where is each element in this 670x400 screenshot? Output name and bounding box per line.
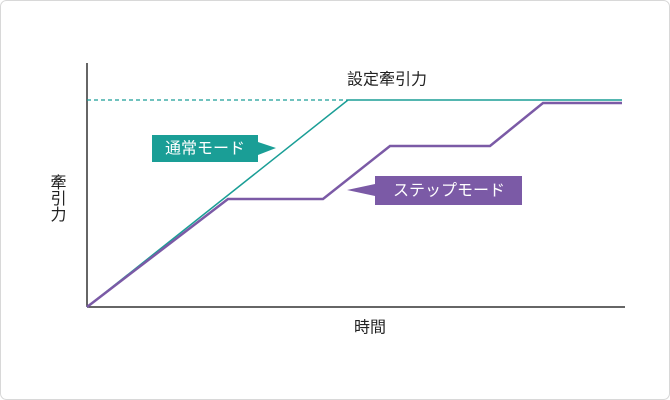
- x-axis-label: 時間: [354, 318, 386, 337]
- normal-callout-label: 通常モード: [165, 139, 245, 158]
- step-mode-line: [86, 101, 622, 308]
- y-axis-label: 牽引力: [48, 173, 67, 223]
- step-callout: [347, 176, 522, 205]
- target-label: 設定牽引力: [347, 70, 427, 89]
- normal-callout: [152, 135, 276, 162]
- step-callout-label: ステップモード: [393, 181, 505, 200]
- normal-mode-line: [86, 99, 622, 308]
